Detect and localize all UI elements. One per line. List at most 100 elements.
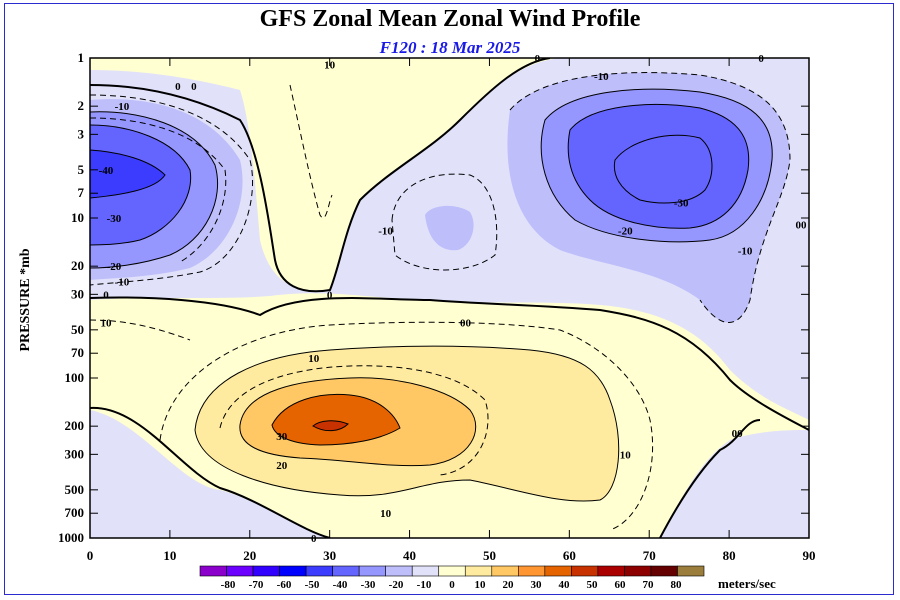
chart-frame: [4, 3, 894, 595]
dashed-central: [391, 173, 498, 271]
colorbar-tick-label: -80: [221, 579, 236, 591]
dashed-top-yellow: [289, 84, 333, 218]
colorbar-swatch: [358, 565, 386, 577]
colorbar-swatch: [438, 565, 466, 577]
dashed-westerly-mid: [219, 365, 489, 476]
zero-contour-right: [659, 419, 761, 538]
contour-value-label: 10: [380, 508, 392, 520]
contour-value-label: -30: [674, 197, 689, 209]
colorbar-tick-label: 20: [503, 579, 515, 591]
contour-value-label: 10: [100, 318, 112, 330]
contour-value-label: -30: [107, 213, 122, 225]
y-tick-label: 10: [71, 210, 84, 225]
colorbar-swatch: [650, 565, 678, 577]
y-tick-label: 70: [71, 345, 84, 360]
contour-minus30-right: [567, 104, 750, 229]
colorbar-tick-label: 30: [531, 579, 543, 591]
contour-lines: [90, 58, 809, 538]
colorbar-swatch: [305, 565, 333, 577]
y-tick-label: 2: [78, 98, 85, 113]
contour-value-label: -20: [618, 226, 633, 238]
y-tick-label: 500: [65, 482, 85, 497]
colorbar-tick-label: -70: [249, 579, 264, 591]
colorbar-swatch: [544, 565, 572, 577]
colorbar-tick-label: 50: [587, 579, 599, 591]
y-tick-label: 100: [65, 370, 85, 385]
colorbar-tick-label: 80: [671, 579, 683, 591]
colorbar-swatch: [332, 565, 360, 577]
x-tick-label: 40: [403, 548, 416, 563]
plot-border: [89, 57, 810, 539]
contour-value-label: 30: [276, 431, 288, 443]
colorbar-tick-label: 70: [643, 579, 655, 591]
contour-value-label: -10: [115, 101, 130, 113]
y-tick-label: 30: [71, 286, 84, 301]
contour-30: [271, 393, 401, 446]
colorbar-tick-label: 60: [615, 579, 627, 591]
colorbar-swatch: [464, 565, 493, 577]
contour-value-label: -10: [378, 226, 393, 238]
colorbar-swatch: [385, 565, 413, 577]
colorbar-tick-label: 10: [475, 579, 487, 591]
contour-value-label: -20: [107, 261, 122, 273]
colorbar-tick-label: -60: [277, 579, 292, 591]
colorbar-swatch: [518, 565, 546, 577]
contour-value-label: 0: [327, 289, 333, 301]
axis-ticks: 0 10 20 30 40 50 60 70 80 90123571020305070100200…: [58, 50, 816, 563]
contour-value-label: 00: [732, 428, 744, 440]
region-minus20-central: [425, 205, 474, 251]
dashed-left-mid: [90, 117, 227, 263]
y-tick-label: 3: [78, 126, 85, 141]
contour-value-label: 10: [324, 60, 336, 72]
contour-minus20-right: [540, 88, 773, 243]
contour-20: [239, 377, 477, 467]
region-40-50: [313, 420, 348, 431]
colorbar-tick-label: -50: [305, 579, 320, 591]
contour-value-label: 00: [796, 220, 808, 232]
x-tick-label: 70: [643, 548, 656, 563]
dashed-right-outer: [509, 72, 791, 323]
contour-labels: -40-30-20-10-100 0010100-10000-10-30-20-1…: [99, 53, 807, 545]
colorbar-swatch: [411, 565, 440, 577]
x-tick-label: 30: [323, 548, 336, 563]
contour-minus40-left: [90, 149, 166, 199]
contour-10: [194, 345, 620, 502]
x-tick-label: 50: [483, 548, 496, 563]
dashed-left-outer: [90, 94, 254, 286]
y-tick-label: 200: [65, 418, 85, 433]
colorbar-swatch: [677, 565, 705, 577]
zero-contour-middle: [90, 296, 809, 431]
contour-value-label: 10: [308, 353, 320, 365]
region-bottom-right: [660, 430, 809, 538]
y-tick-label: 700: [65, 505, 85, 520]
contour-value-label: 0: [311, 533, 317, 545]
contour-value-label: -10: [594, 71, 609, 83]
colorbar-swatch: [226, 565, 254, 577]
contour-value-label: 10: [620, 449, 632, 461]
x-tick-label: 0: [87, 548, 94, 563]
y-tick-label: 300: [65, 446, 85, 461]
colorbar-tick-label: -30: [361, 579, 376, 591]
region-minus40-core-right: [613, 134, 713, 204]
y-tick-label: 1000: [58, 530, 84, 545]
contour-value-label: 0: [535, 53, 541, 65]
colorbar-swatch: [199, 565, 227, 577]
contour-40: [312, 420, 349, 432]
contour-value-label: 20: [276, 460, 288, 472]
chart-title: GFS Zonal Mean Zonal Wind Profile: [259, 6, 641, 32]
contour-value-label: 0: [175, 81, 181, 93]
contour-fills: [90, 58, 809, 538]
colorbar-tick-label: -40: [333, 579, 348, 591]
colorbar-swatch: [252, 565, 280, 577]
contour-minus30-left: [90, 124, 192, 246]
region-minus50-minus40-left: [90, 150, 165, 198]
x-tick-label: 80: [723, 548, 736, 563]
dashed-contours: [90, 72, 791, 531]
y-tick-label: 20: [71, 258, 84, 273]
colorbar-tick-label: -20: [389, 579, 404, 591]
contour-value-label: 00: [460, 318, 472, 330]
zero-contour-lower: [90, 406, 331, 538]
colorbar-swatch: [571, 565, 599, 577]
y-tick-label: 1: [78, 50, 85, 65]
colorbar-swatch: [279, 565, 307, 577]
